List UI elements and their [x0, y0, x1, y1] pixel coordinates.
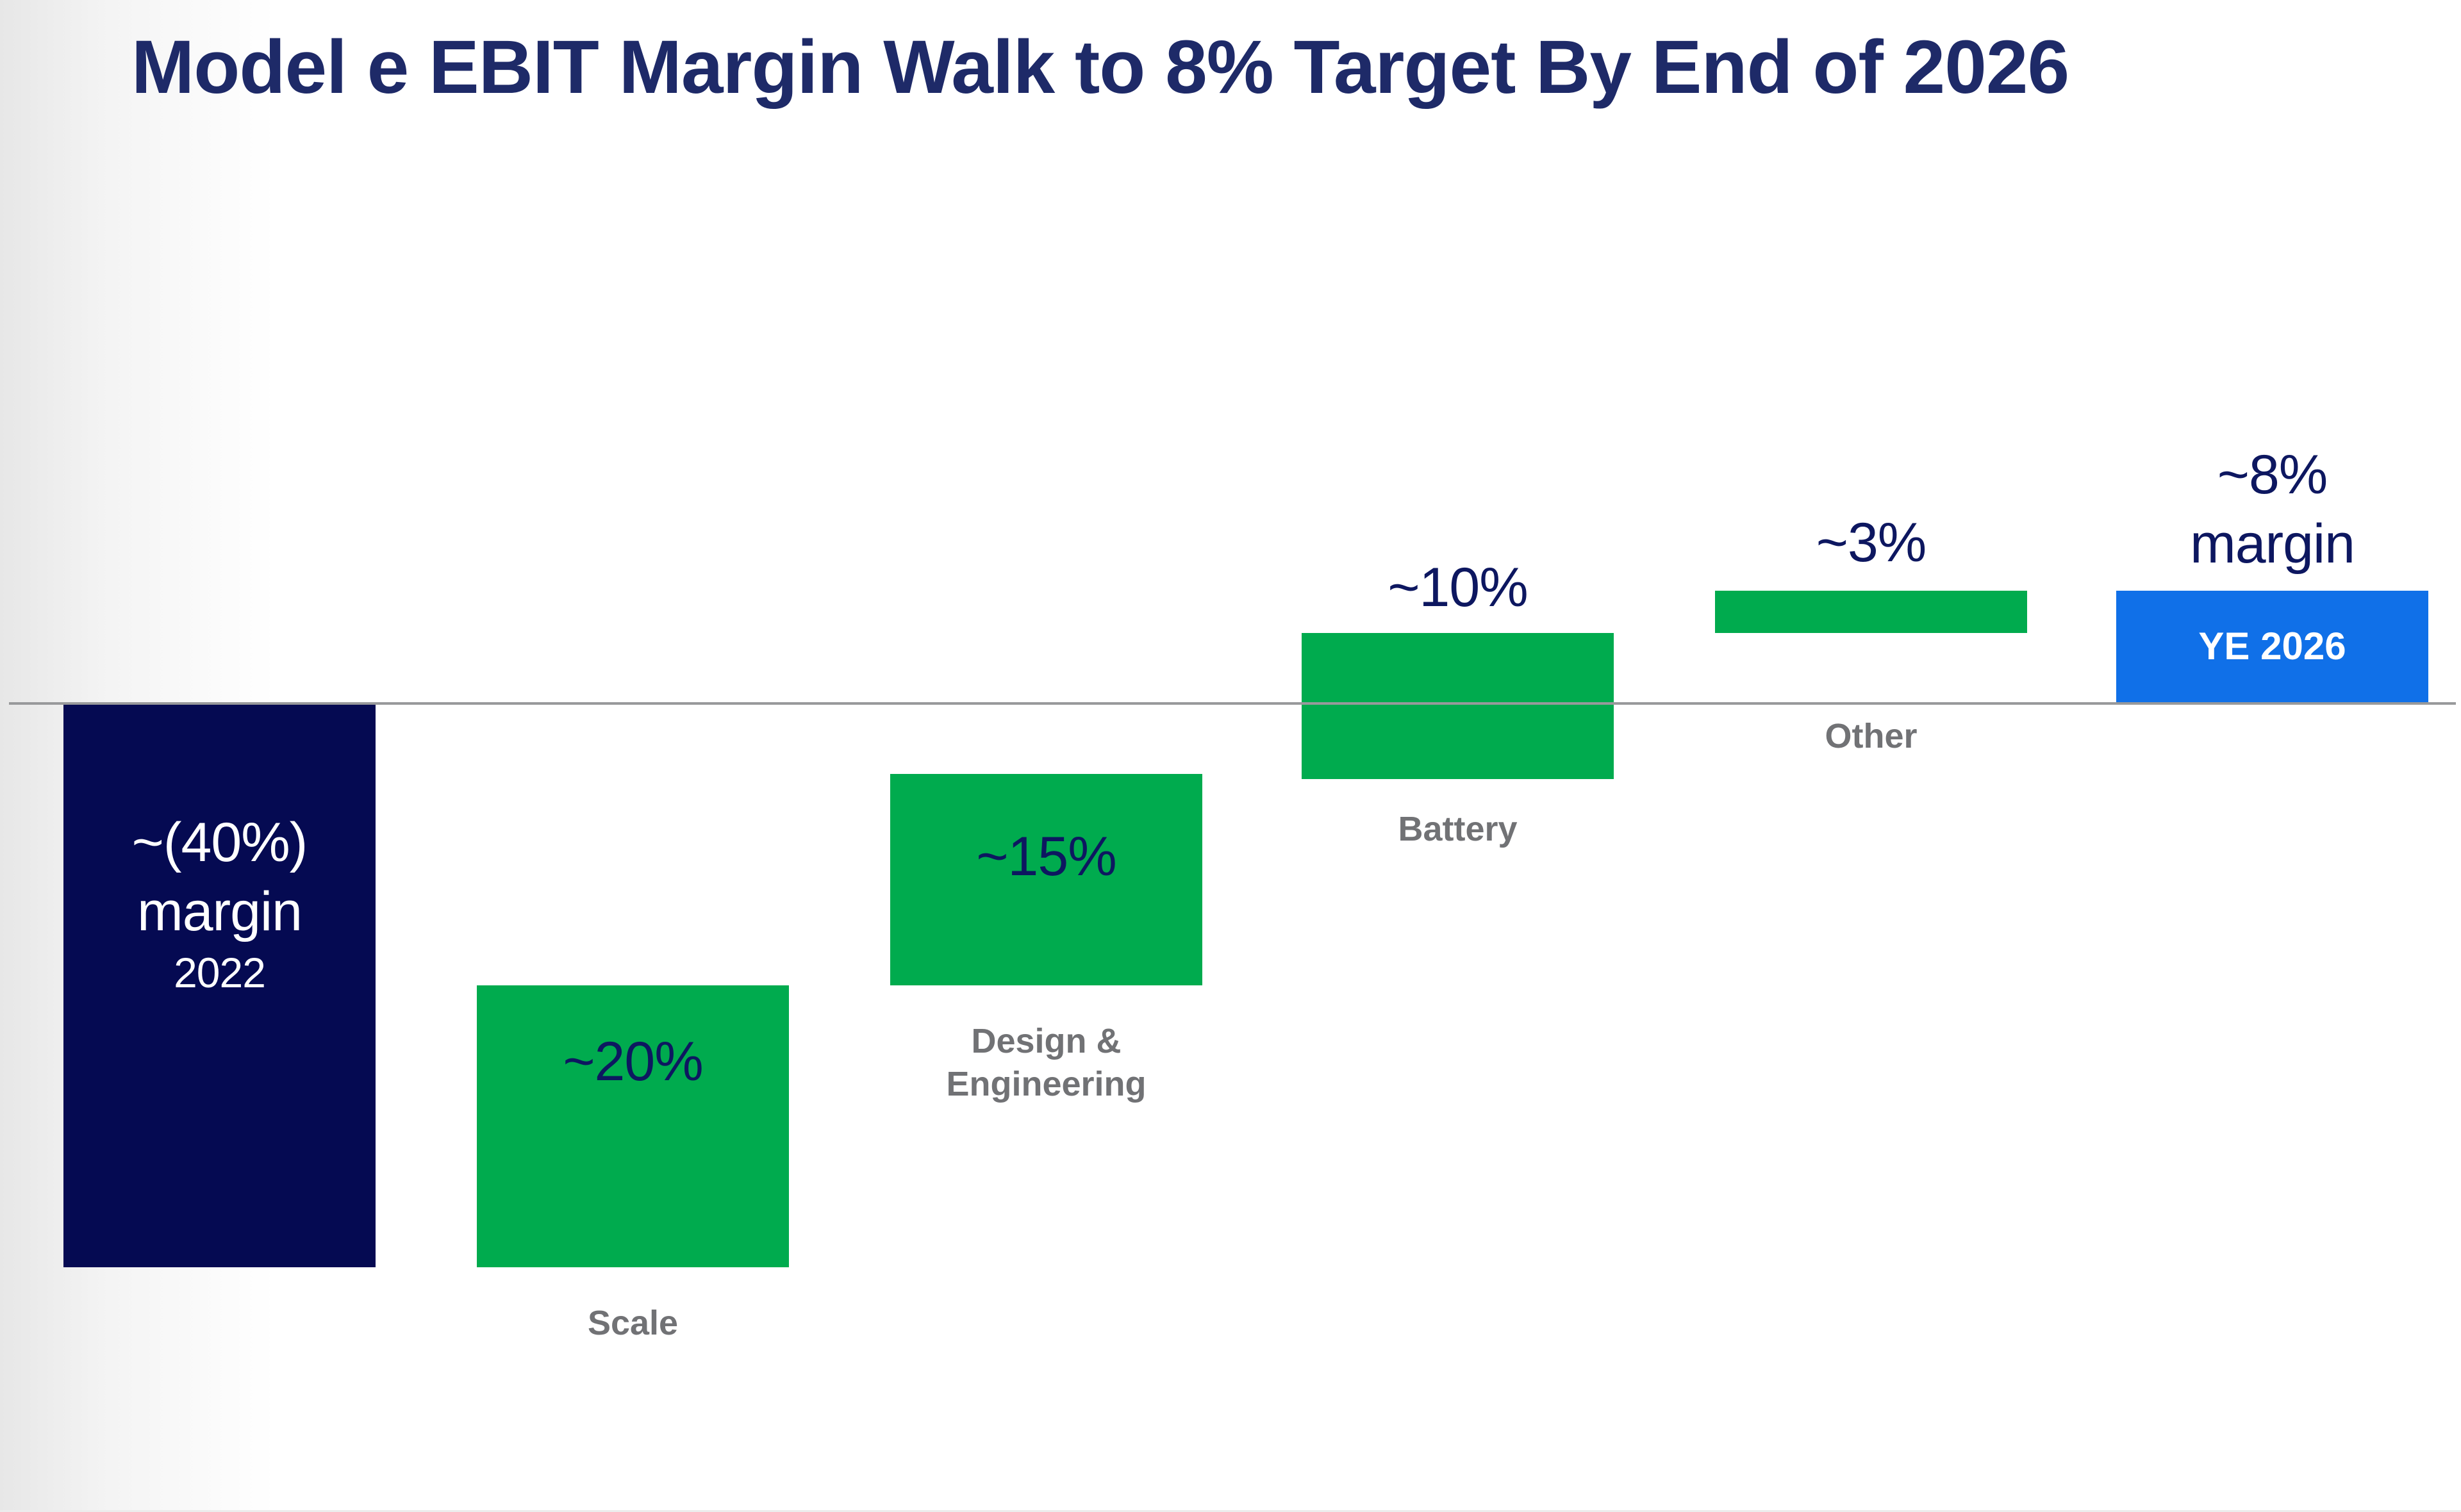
bar-label-2022-margin: margin: [137, 880, 302, 942]
slide-bottom-edge: [0, 1510, 2461, 1512]
bar-label-2022-year: 2022: [174, 949, 266, 996]
waterfall-bar-2022: [63, 705, 376, 1267]
bar-inside-label-ye2026: YE 2026: [2198, 625, 2346, 668]
category-label-battery: Battery: [1398, 810, 1518, 848]
waterfall-bar-other: [1715, 591, 2027, 633]
waterfall-bar-scale: [477, 985, 789, 1267]
bar-label-2022-value: ~(40%): [131, 812, 308, 873]
bar-label-other-value: ~3%: [1816, 512, 1927, 573]
waterfall-bar-battery: [1302, 633, 1614, 779]
bar-label-ye2026-margin: margin: [2190, 513, 2355, 575]
bar-label-ye2026-value: ~8% margin: [2116, 441, 2428, 579]
category-label-design-line2: Engineering: [946, 1064, 1147, 1103]
bar-label-battery-value: ~10%: [1388, 557, 1528, 618]
bar-label-ye2026-pct: ~8%: [2217, 444, 2328, 505]
bar-label-design-value: ~15%: [976, 826, 1116, 887]
waterfall-bar-design-engineering: [890, 774, 1202, 985]
category-label-other: Other: [1825, 717, 1918, 755]
category-label-design-line1: Design &: [971, 1022, 1122, 1060]
chart-title: Model e EBIT Margin Walk to 8% Target By…: [131, 25, 2069, 110]
category-label-design-engineering: Design & Engineering: [890, 1020, 1202, 1106]
category-label-scale: Scale: [587, 1304, 679, 1342]
zero-baseline: [9, 702, 2456, 705]
bar-label-scale-value: ~20%: [563, 1031, 703, 1092]
bar-label-2022: ~(40%) margin 2022: [63, 809, 376, 999]
waterfall-bar-ye2026: [2116, 591, 2428, 703]
